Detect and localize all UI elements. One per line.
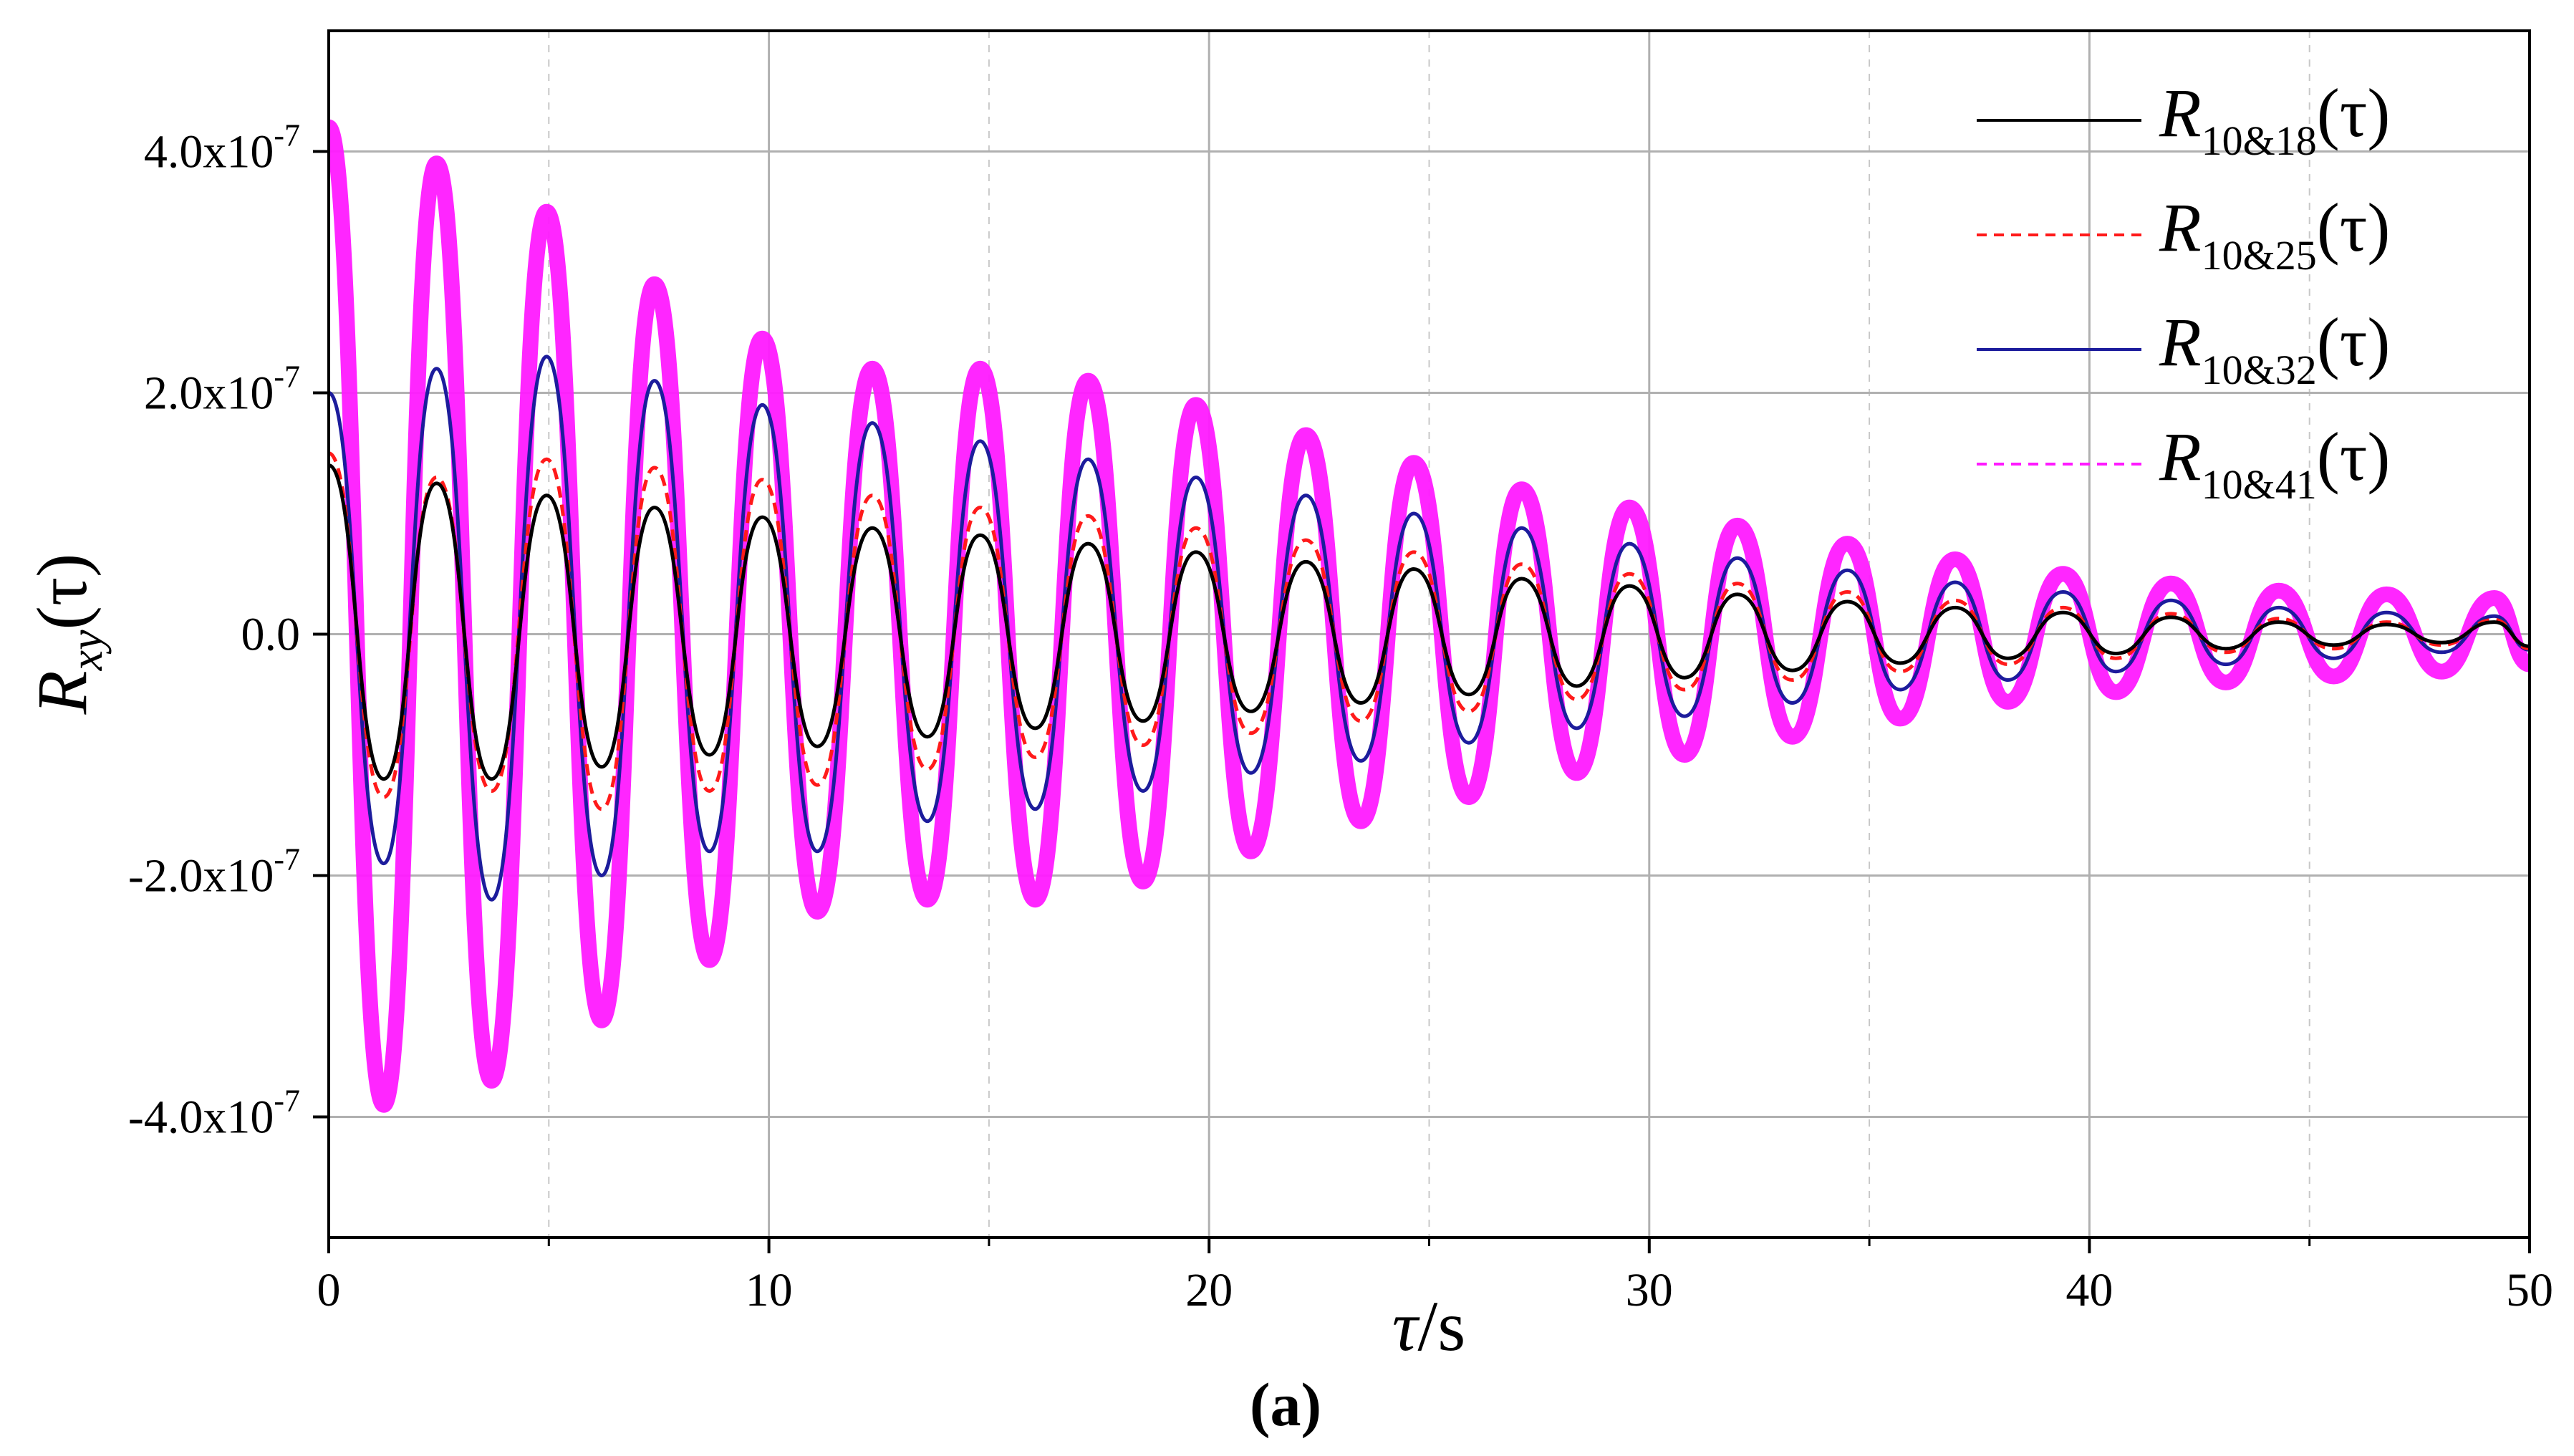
y-tick-label: -2.0x10-7 [128, 842, 300, 902]
y-tick-label: 0.0 [241, 609, 301, 661]
x-tick-label: 40 [2066, 1264, 2113, 1316]
y-axis-title-sub: xy [61, 630, 112, 671]
y-tick-label: 2.0x10-7 [144, 360, 300, 420]
x-axis-title: τ/s [1392, 1286, 1466, 1366]
y-axis-title-main: R [22, 670, 102, 715]
legend: R10&18(τ) R10&25(τ) R10&32(τ) R10&41(τ) [1977, 74, 2390, 508]
x-tick-label: 20 [1185, 1264, 1233, 1316]
y-tick-label: -4.0x10-7 [128, 1084, 300, 1144]
x-tick-label: 10 [746, 1264, 793, 1316]
legend-label: R10&18(τ) [2159, 74, 2390, 164]
x-tick-label: 30 [1626, 1264, 1673, 1316]
legend-label: R10&25(τ) [2159, 189, 2390, 279]
figure-caption: (a) [1250, 1370, 1321, 1439]
y-axis-title: Rxy(τ) [22, 554, 112, 715]
x-tick-label: 0 [317, 1264, 341, 1316]
y-tick-label: 4.0x10-7 [144, 118, 300, 178]
x-axis-title-suffix: /s [1418, 1286, 1466, 1366]
legend-label: R10&32(τ) [2159, 304, 2390, 393]
series-line-10-25 [329, 451, 2530, 811]
series-line-10-41 [329, 119, 2530, 1113]
grid-lines [329, 31, 2530, 1238]
axis-ticks: 0 10 20 30 40 50 4.0x10-7 2.0x10-7 0.0 -2.0x10-7 -… [128, 118, 2553, 1317]
legend-label: R10&41(τ) [2159, 418, 2390, 508]
x-axis-title-main: τ [1392, 1286, 1420, 1366]
y-axis-title-arg: (τ) [22, 554, 102, 630]
x-tick-label: 50 [2506, 1264, 2553, 1316]
series-layer [329, 119, 2530, 1113]
series-line-10-18 [329, 463, 2530, 781]
series-line-10-32 [329, 355, 2530, 902]
